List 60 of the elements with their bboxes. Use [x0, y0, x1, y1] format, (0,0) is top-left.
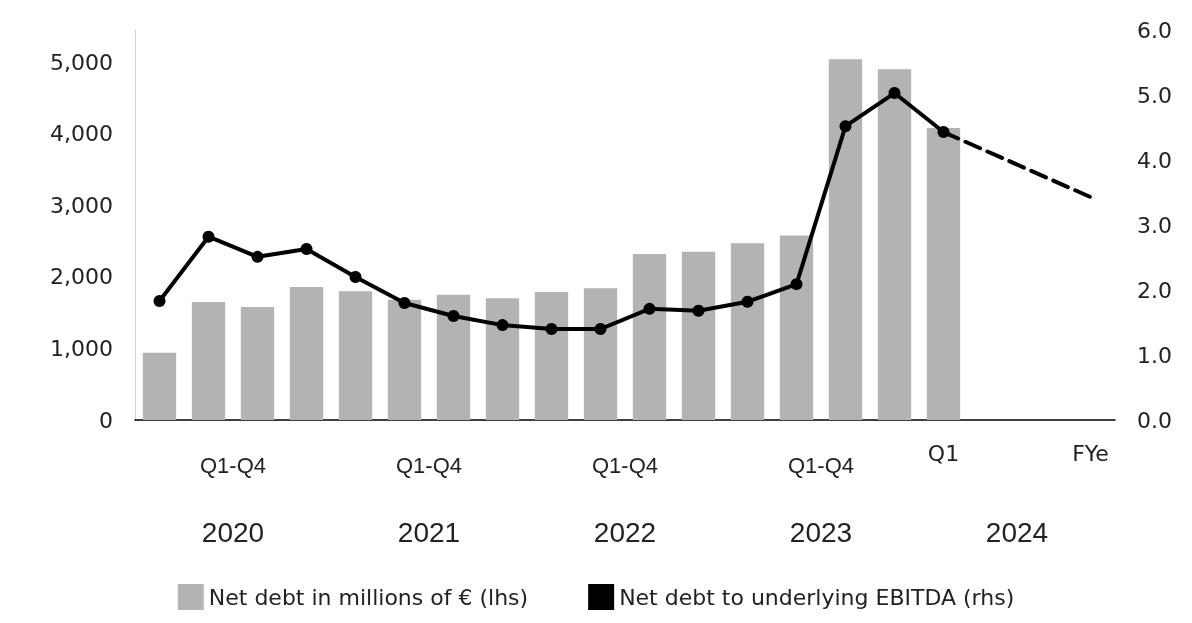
bar	[240, 306, 275, 420]
point	[545, 323, 558, 335]
x-tick-label: Q1	[927, 440, 960, 466]
text: Q1-Q4	[199, 452, 267, 478]
legend-label: Net debt to underlying EBITDA (rhs)	[619, 584, 1015, 610]
text: Q1-Q4	[591, 452, 659, 478]
point	[888, 87, 901, 100]
bar	[191, 301, 226, 420]
point	[839, 120, 852, 133]
bar	[632, 253, 667, 420]
legend-label: Net debt in millions of € (lhs)	[208, 584, 529, 610]
text: 2023	[789, 516, 853, 548]
bar	[926, 128, 961, 420]
x-tick-label: FYe	[1072, 440, 1109, 466]
y-tick-label: 4,000	[50, 121, 113, 147]
point	[202, 230, 215, 243]
bar	[877, 69, 912, 420]
y2-tick-label: 4.0	[1137, 147, 1172, 173]
y-tick-label: 2,000	[50, 264, 113, 290]
bar	[730, 243, 765, 420]
point	[741, 295, 754, 308]
text: 2021	[397, 516, 461, 548]
point	[496, 319, 509, 332]
bar	[534, 291, 569, 420]
y2-tick-label: 5.0	[1137, 82, 1172, 108]
text: Q1-Q4	[787, 452, 855, 478]
y2-tick-label: 3.0	[1137, 212, 1172, 238]
bar	[387, 299, 422, 420]
bar	[779, 235, 814, 420]
point	[937, 126, 950, 139]
bar	[583, 288, 618, 420]
bar	[436, 294, 471, 420]
point	[251, 250, 264, 263]
bar	[828, 59, 863, 420]
point	[692, 304, 705, 317]
point	[349, 271, 362, 283]
bar	[142, 352, 177, 420]
y2-tick-label: 6.0	[1137, 17, 1172, 43]
point	[447, 310, 460, 322]
text: 2024	[985, 516, 1049, 548]
text: Q1-Q4	[395, 452, 463, 478]
y-tick-label: 0	[99, 407, 113, 433]
y2-tick-label: 1.0	[1137, 342, 1172, 368]
y2-tick-label: 2.0	[1137, 277, 1172, 303]
y-tick-label: 3,000	[50, 192, 113, 218]
bar	[485, 298, 520, 420]
point	[643, 302, 656, 315]
bar	[681, 251, 716, 420]
bar	[289, 286, 324, 420]
point	[153, 295, 166, 308]
point	[594, 323, 607, 335]
bar	[338, 291, 373, 420]
text: 2022	[593, 516, 657, 548]
y2-tick-label: 0.0	[1137, 407, 1172, 433]
y-tick-label: 1,000	[50, 335, 113, 361]
point	[398, 297, 411, 309]
point	[790, 278, 803, 291]
point	[300, 243, 313, 256]
y-tick-label: 5,000	[50, 49, 113, 75]
text: 2020	[201, 516, 265, 548]
